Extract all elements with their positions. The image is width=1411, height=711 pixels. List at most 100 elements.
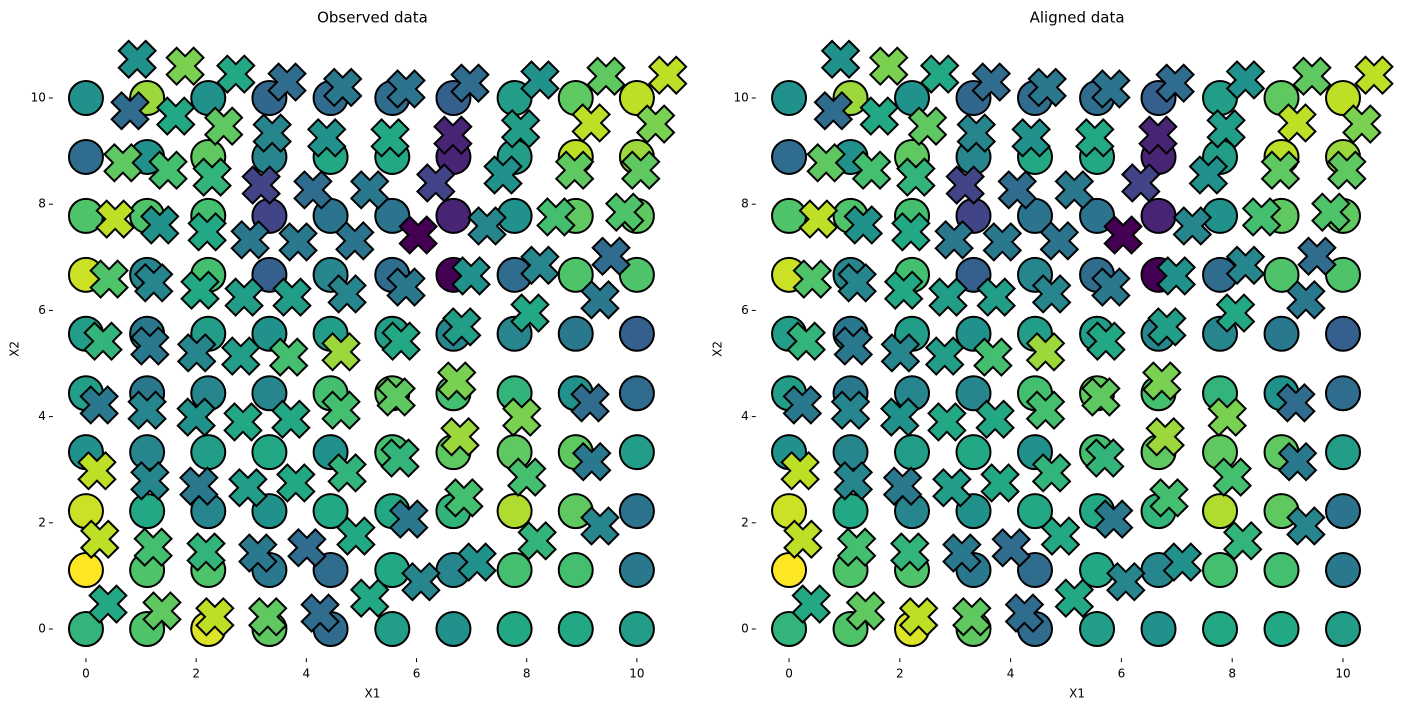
x-tick-label: 10 [1335, 667, 1350, 681]
y-tick-label: 2 [741, 515, 749, 529]
x-marker [241, 165, 281, 205]
circle-marker [251, 434, 288, 471]
x-marker [1054, 578, 1095, 618]
x-marker [1075, 118, 1115, 158]
x-marker [971, 62, 1012, 102]
x-marker [833, 461, 874, 501]
x-marker [934, 219, 974, 260]
x-marker [1297, 236, 1337, 277]
x-marker [976, 277, 1017, 317]
x-marker [1327, 150, 1367, 191]
x-marker [278, 222, 318, 262]
x-marker [238, 533, 278, 573]
x-marker [1138, 115, 1178, 155]
y-tick-label: 8 [741, 197, 749, 211]
circle-marker [771, 138, 808, 175]
x-marker [501, 397, 542, 437]
y-tick-label: 8 [38, 197, 46, 211]
circle-marker [67, 610, 104, 647]
x-marker [230, 219, 270, 260]
x-marker [1025, 332, 1066, 372]
x-marker [898, 596, 939, 637]
x-marker [975, 399, 1015, 440]
x-marker [1145, 416, 1185, 457]
y-tick-label: 4 [741, 409, 749, 423]
x-marker [1286, 506, 1326, 546]
x-marker [433, 115, 473, 155]
x-marker [991, 527, 1031, 568]
x-marker [440, 416, 480, 457]
y-tick-label: 2 [38, 515, 46, 529]
x-marker [880, 397, 920, 437]
x-tick-label: 8 [1228, 667, 1236, 681]
circle-marker [771, 80, 808, 117]
x-marker [1215, 293, 1256, 333]
x-marker [830, 390, 871, 431]
x-marker [806, 142, 846, 183]
x-marker [919, 54, 960, 94]
chart-title: Observed data [317, 9, 428, 27]
x-marker [837, 262, 877, 303]
x-marker [1027, 67, 1067, 108]
circle-marker [618, 315, 655, 352]
y-tick-label: 6 [38, 303, 46, 317]
x-marker [604, 192, 645, 232]
x-marker [103, 142, 143, 183]
x-tick-label: 0 [785, 667, 793, 681]
x-marker [110, 90, 150, 131]
x-marker [370, 118, 410, 158]
circle-marker [435, 197, 472, 234]
circle-marker [1263, 552, 1300, 589]
x-marker [591, 236, 631, 277]
circle-marker [557, 610, 594, 647]
x-marker [1225, 60, 1266, 100]
x-tick-label: 0 [82, 667, 90, 681]
circle-marker [190, 434, 227, 471]
x-marker [1286, 279, 1326, 320]
x-marker [1093, 499, 1134, 539]
x-marker [536, 197, 576, 237]
x-marker [176, 397, 216, 437]
y-tick-label: 10 [734, 91, 749, 105]
x-marker [165, 46, 205, 86]
x-marker [783, 519, 823, 560]
circle-marker [496, 493, 533, 530]
x-marker [228, 467, 268, 508]
x-marker [1212, 457, 1253, 497]
x-marker [1354, 55, 1394, 95]
x-marker [267, 62, 307, 102]
circle-marker [67, 80, 104, 117]
x-marker [647, 55, 688, 95]
x-marker [1031, 274, 1072, 314]
x-marker [336, 516, 376, 556]
circle-marker [1016, 493, 1053, 530]
x-marker [300, 593, 340, 633]
x-marker [520, 245, 560, 286]
circle-marker [312, 493, 349, 530]
circle-marker [955, 434, 992, 471]
x-marker [1292, 56, 1332, 97]
circle-marker [618, 552, 655, 589]
x-marker [1188, 155, 1229, 195]
x-marker [506, 457, 547, 497]
x-marker [1241, 197, 1282, 237]
chart-title: Aligned data [1030, 9, 1125, 27]
circle-marker [557, 315, 594, 352]
circle-marker [1079, 610, 1116, 647]
x-marker [1084, 438, 1125, 478]
x-marker [1172, 206, 1213, 246]
x-marker [896, 157, 936, 197]
y-tick-label: 10 [31, 91, 46, 105]
circle-marker [557, 256, 594, 293]
x-marker [483, 155, 523, 195]
x-marker [287, 527, 327, 568]
x-marker [148, 150, 188, 191]
x-marker [836, 527, 877, 568]
y-axis-label: X2 [710, 341, 724, 357]
x-marker [928, 277, 968, 317]
x-marker [1091, 69, 1131, 109]
circle-marker [1140, 610, 1177, 647]
circle-marker [1325, 434, 1362, 471]
circle-marker [67, 552, 104, 589]
